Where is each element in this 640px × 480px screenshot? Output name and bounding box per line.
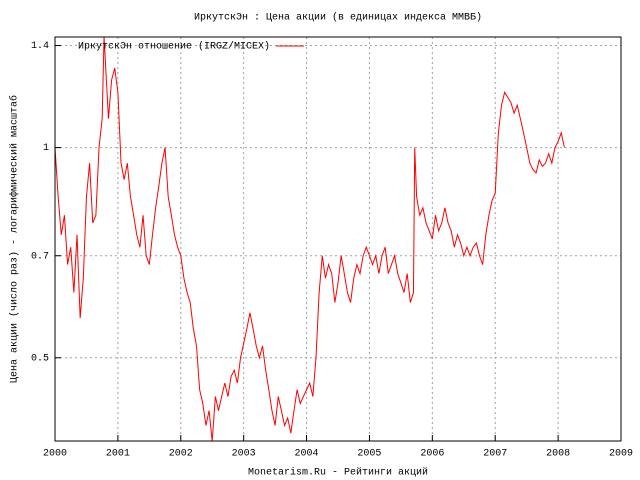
x-tick-label: 2000 — [43, 449, 67, 460]
x-tick-label: 2003 — [232, 449, 256, 460]
x-tick-label: 2002 — [169, 449, 193, 460]
y-tick-label: 0.7 — [31, 251, 49, 262]
y-axis-label: Цена акции (число раз) - логарифмический… — [8, 95, 21, 383]
x-tick-label: 2001 — [106, 449, 130, 460]
chart-title: ИркутскЭн : Цена акции (в единицах индек… — [194, 12, 482, 24]
x-axis-label: Monetarism.Ru - Рейтинги акций — [248, 467, 428, 479]
legend-label: ИркутскЭн отношение (IRGZ/MICEX) — [78, 41, 270, 53]
x-tick-label: 2009 — [609, 449, 633, 460]
x-tick-label: 2004 — [295, 449, 319, 460]
data-line — [55, 37, 565, 441]
y-tick-label: 0.5 — [31, 353, 49, 364]
x-tick-label: 2007 — [483, 449, 507, 460]
x-tick-label: 2005 — [357, 449, 381, 460]
y-tick-label: 1 — [43, 143, 49, 154]
x-tick-label: 2006 — [420, 449, 444, 460]
plot-border — [54, 36, 622, 442]
x-tick-label: 2008 — [546, 449, 570, 460]
y-tick-label: 1.4 — [31, 41, 49, 52]
